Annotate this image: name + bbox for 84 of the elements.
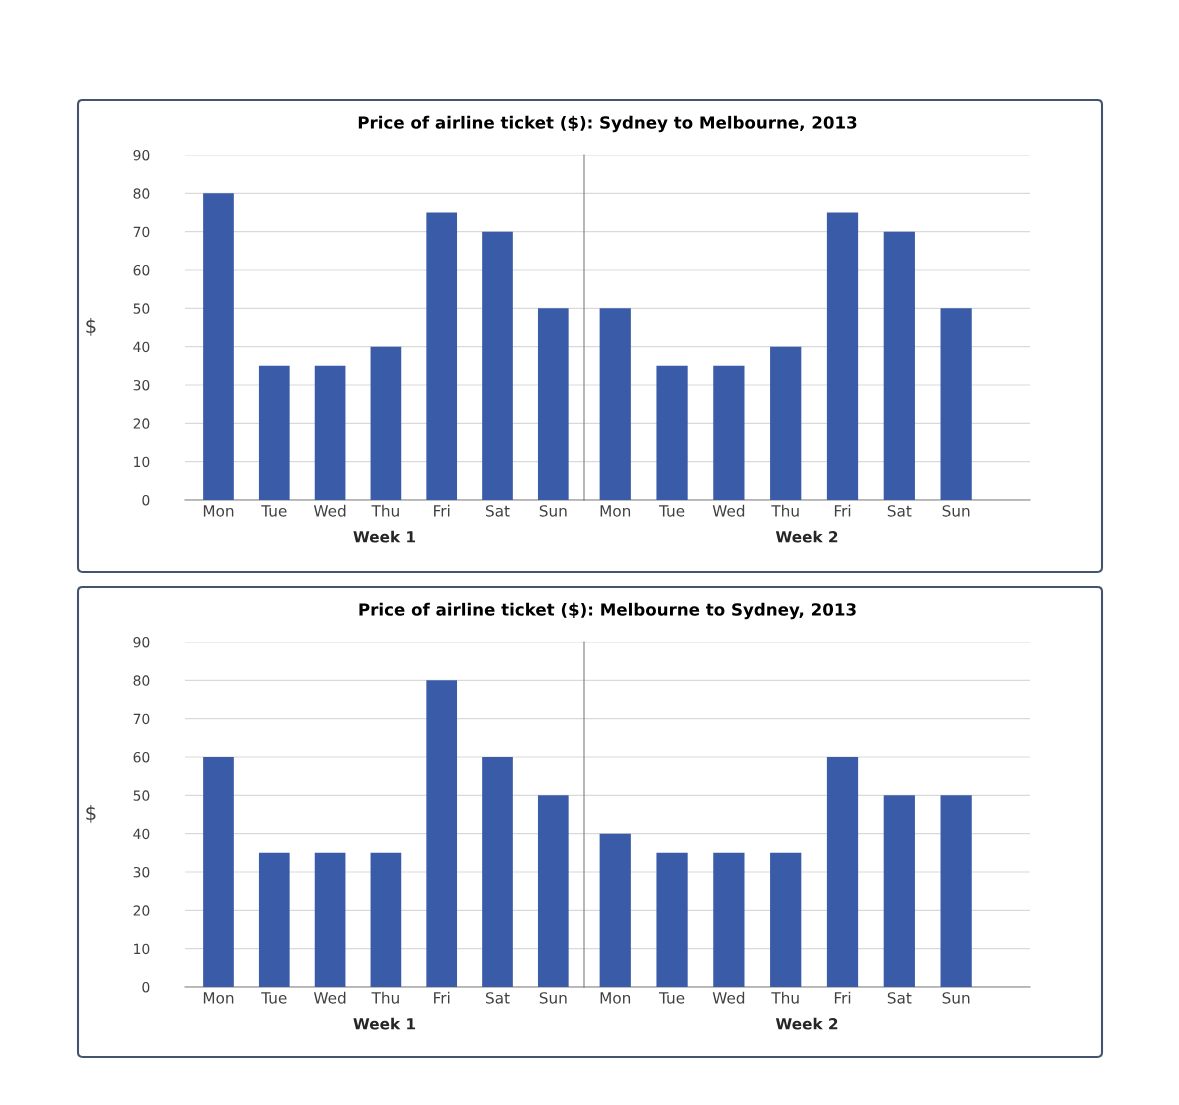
x-tick-label: Fri (434, 504, 450, 517)
x-tick-label: Tue (261, 505, 287, 517)
x-tick-label: Wed (712, 991, 745, 1004)
bar (426, 212, 458, 500)
y-tick-label: 80 (133, 675, 150, 686)
y-tick-label: 10 (134, 943, 150, 955)
y-tick-label: 10 (134, 456, 150, 468)
y-tick-label: 60 (133, 751, 150, 763)
x-tick-label: Thu (771, 991, 799, 1004)
y-tick-label: 80 (133, 188, 150, 199)
bar (426, 680, 458, 987)
bar (314, 852, 346, 987)
y-axis-title: $ (86, 805, 96, 823)
bar (940, 795, 972, 987)
y-tick-label: 50 (133, 303, 150, 314)
bar (599, 308, 631, 500)
bar (370, 852, 402, 987)
x-tick-label: Tue (658, 992, 685, 1004)
y-tick-label: 0 (142, 494, 150, 506)
y-tick-label: 30 (133, 866, 150, 878)
bar (314, 365, 346, 500)
x-tick-label: Mon (203, 505, 234, 517)
chart-title: Price of airline ticket ($): Sydney to Melbourne, 2013 (358, 115, 857, 133)
x-axis-title: Week 1 (353, 530, 416, 543)
y-tick-label: 40 (133, 828, 150, 840)
x-tick-label: Sat (485, 505, 510, 517)
x-tick-label: Fri (834, 991, 851, 1004)
x-tick-label: Thu (371, 991, 399, 1004)
bar (826, 212, 859, 500)
x-tick-label: Mon (203, 992, 234, 1004)
y-tick-label: 30 (133, 379, 150, 391)
y-tick-label: 90 (133, 636, 150, 648)
x-tick-label: Mon (600, 992, 631, 1004)
x-axis-title: Week 1 (353, 1017, 416, 1030)
x-axis-title: Week 2 (775, 1017, 838, 1030)
y-tick-label: 60 (133, 264, 150, 276)
bar (656, 852, 688, 987)
y-axis-title: $ (86, 318, 96, 336)
x-tick-label: Wed (313, 991, 346, 1004)
x-tick-label: Tue (261, 992, 287, 1004)
bar (203, 757, 234, 987)
bar (482, 231, 513, 500)
x-tick-label: Sun (942, 505, 970, 517)
bar (940, 308, 972, 500)
bar (258, 852, 290, 987)
bar (883, 231, 915, 500)
bar (203, 193, 234, 500)
y-tick-label: 20 (133, 905, 150, 916)
bar (482, 757, 513, 987)
y-tick-label: 0 (142, 981, 150, 993)
x-tick-label: Thu (371, 504, 399, 517)
x-tick-label: Tue (658, 505, 685, 517)
x-tick-label: Sat (887, 992, 912, 1004)
bar (713, 852, 745, 987)
bar (258, 365, 290, 500)
y-tick-label: 70 (133, 713, 150, 725)
y-tick-label: 70 (133, 226, 150, 238)
bar (883, 795, 915, 987)
bar (713, 365, 745, 500)
bar (537, 795, 569, 987)
x-tick-label: Sun (539, 505, 567, 517)
y-tick-label: 20 (133, 418, 150, 429)
y-tick-label: 90 (133, 149, 150, 161)
bar (770, 852, 802, 987)
chart-title: Price of airline ticket ($): Melbourne to Sydney, 2013 (359, 602, 856, 620)
y-tick-label: 40 (133, 341, 150, 353)
x-tick-label: Sun (942, 992, 970, 1004)
x-tick-label: Wed (712, 504, 745, 517)
x-tick-label: Thu (771, 504, 799, 517)
x-tick-label: Fri (834, 504, 851, 517)
bar (770, 346, 802, 500)
bar (370, 346, 402, 500)
bar (599, 833, 631, 987)
bar (826, 757, 859, 987)
x-tick-label: Fri (434, 991, 450, 1004)
x-tick-label: Wed (313, 504, 346, 517)
x-tick-label: Sat (887, 505, 912, 517)
x-tick-label: Mon (600, 505, 631, 517)
x-axis-title: Week 2 (775, 530, 838, 543)
x-tick-label: Sun (539, 992, 567, 1004)
bar (537, 308, 569, 500)
x-tick-label: Sat (485, 992, 510, 1004)
bar (656, 365, 688, 500)
y-tick-label: 50 (133, 790, 150, 801)
